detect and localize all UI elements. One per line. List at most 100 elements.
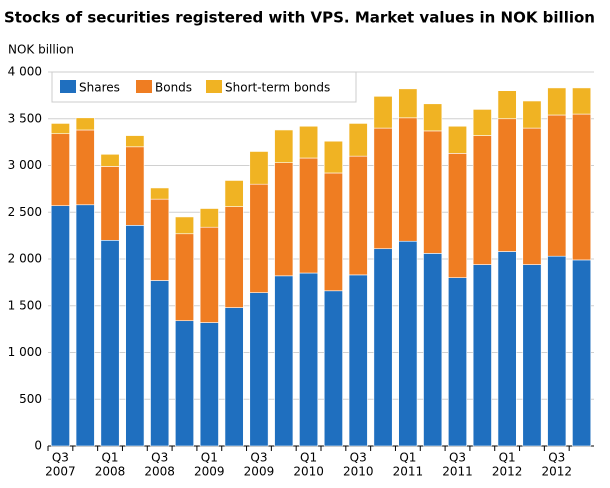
bar-segment	[472, 264, 492, 447]
y-tick-label: 3 000	[8, 158, 42, 172]
x-tick-label: Q3	[250, 451, 267, 465]
x-tick-label: Q1	[399, 451, 416, 465]
bar-segment	[199, 226, 219, 323]
x-tick-label: Q1	[300, 451, 317, 465]
x-tick-label: Q3	[151, 451, 168, 465]
y-tick-label: 500	[19, 392, 42, 406]
y-tick-label: 4 000	[8, 65, 42, 79]
bar-segment	[423, 130, 443, 254]
bar-segment	[100, 166, 120, 241]
x-tick-label: Q3	[449, 451, 466, 465]
bar-segment	[522, 127, 542, 265]
x-tick-label: 2010	[343, 465, 374, 479]
bar-segment	[572, 113, 592, 261]
bar-segment	[50, 205, 70, 447]
bar-segment	[299, 125, 319, 159]
bar-segment	[249, 292, 269, 447]
x-tick-label: 2012	[492, 465, 523, 479]
bar-segment	[547, 114, 567, 257]
x-tick-label: 2009	[194, 465, 225, 479]
x-tick-label: Q3	[548, 451, 565, 465]
bar-segment	[100, 153, 120, 167]
bar-segment	[398, 240, 418, 447]
bar-segment	[274, 129, 294, 163]
legend-label: Short-term bonds	[225, 81, 330, 95]
legend-swatch	[136, 80, 152, 93]
bar-segment	[572, 259, 592, 447]
bar-segment	[75, 204, 95, 447]
x-tick-label: 2010	[293, 465, 324, 479]
bar-segment	[497, 251, 517, 447]
y-tick-label: 2 500	[8, 205, 42, 219]
bar-segment	[175, 233, 194, 322]
x-tick-label: 2008	[144, 465, 175, 479]
y-tick-label: 0	[34, 439, 42, 453]
legend-swatch	[60, 80, 76, 93]
bar-segment	[348, 274, 368, 447]
bar-segment	[175, 216, 194, 235]
bar-segment	[150, 198, 170, 281]
bar-segment	[125, 135, 145, 148]
bar-segment	[423, 253, 443, 447]
bar-segment	[348, 123, 368, 157]
x-tick-label: 2012	[541, 465, 572, 479]
y-tick-label: 2 000	[8, 252, 42, 266]
bar-segment	[497, 90, 517, 120]
x-tick-label: 2008	[95, 465, 126, 479]
x-tick-label: 2007	[45, 465, 76, 479]
bar-segment	[75, 129, 95, 206]
bar-segment	[448, 277, 467, 447]
bar-segment	[373, 96, 393, 129]
bar-segment	[249, 151, 269, 185]
bar-segment	[572, 87, 592, 115]
bar-segment	[547, 255, 567, 447]
bar-segment	[472, 109, 492, 136]
bar-segment	[323, 290, 343, 447]
y-tick-label: 1 500	[8, 298, 42, 312]
x-tick-label: Q1	[499, 451, 516, 465]
bar-segment	[398, 88, 418, 119]
x-tick-label: Q3	[350, 451, 367, 465]
bar-segment	[423, 103, 443, 132]
legend-label: Bonds	[155, 81, 192, 95]
x-tick-label: Q1	[201, 451, 218, 465]
legend-swatch	[206, 80, 222, 93]
x-tick-label: Q3	[52, 451, 69, 465]
bar-segment	[274, 275, 294, 447]
bar-segment	[522, 264, 542, 447]
bar-segment	[323, 172, 343, 292]
bar-segment	[472, 135, 492, 265]
x-tick-label: Q1	[101, 451, 118, 465]
bar-segment	[274, 162, 294, 277]
bar-segment	[373, 248, 393, 447]
bar-segment	[497, 118, 517, 252]
bar-segment	[125, 146, 145, 226]
y-axis-label: NOK billion	[8, 43, 74, 57]
bar-segment	[299, 272, 319, 447]
bar-segment	[522, 100, 542, 129]
bar-segment	[373, 127, 393, 250]
bar-segment	[50, 133, 70, 207]
bar-segment	[224, 307, 244, 447]
y-tick-label: 3 500	[8, 111, 42, 125]
bar-segment	[175, 320, 194, 447]
bar-segment	[249, 183, 269, 293]
chart-title: Stocks of securities registered with VPS…	[4, 9, 595, 27]
bar-segment	[199, 322, 219, 447]
bar-segment	[50, 123, 70, 135]
bar-segment	[224, 180, 244, 207]
bar-segment	[100, 240, 120, 447]
bar-segment	[150, 280, 170, 447]
bar-segment	[125, 225, 145, 447]
legend-box	[51, 71, 357, 103]
bar-segment	[348, 155, 368, 276]
x-tick-label: 2009	[244, 465, 275, 479]
bar-segment	[448, 153, 467, 279]
bar-segment	[299, 157, 319, 274]
legend-label: Shares	[79, 81, 120, 95]
y-tick-label: 1 000	[8, 345, 42, 359]
bar-segment	[224, 206, 244, 308]
bar-segment	[448, 125, 467, 154]
bar-segment	[398, 117, 418, 242]
